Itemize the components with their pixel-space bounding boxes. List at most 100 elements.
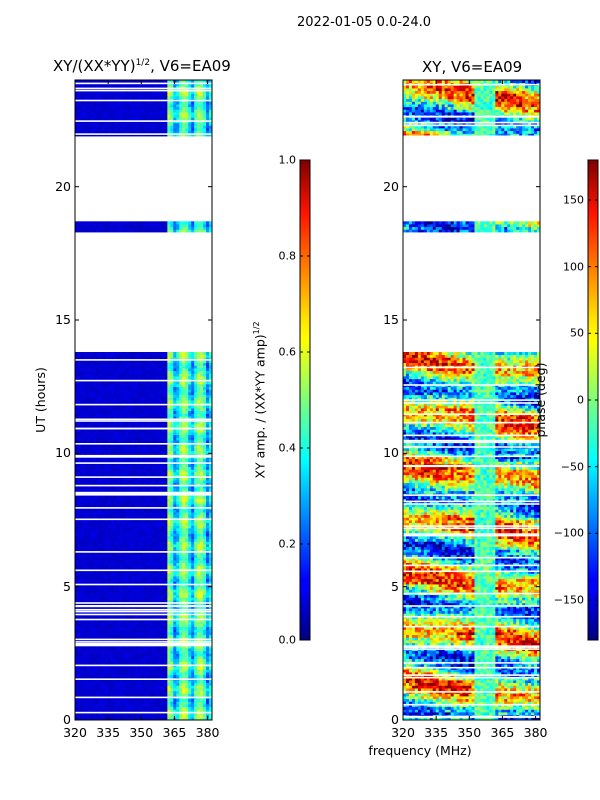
amplitude-heatmap-cell — [209, 666, 212, 670]
amplitude-heatmap-cell — [119, 482, 124, 486]
amplitude-heatmap-cell — [182, 626, 186, 630]
amplitude-heatmap-cell — [137, 589, 141, 593]
amplitude-heatmap-cell — [125, 432, 130, 436]
amplitude-heatmap-cell — [185, 488, 189, 492]
amplitude-heatmap-cell — [113, 472, 118, 476]
amplitude-heatmap-cell — [110, 586, 115, 590]
amplitude-heatmap-cell — [182, 602, 186, 606]
amplitude-heatmap-cell — [176, 602, 180, 606]
amplitude-heatmap-cell — [164, 626, 168, 630]
amplitude-heatmap-cell — [95, 498, 100, 502]
amplitude-heatmap-cell — [149, 690, 153, 694]
amplitude-heatmap-cell — [167, 522, 171, 526]
amplitude-heatmap-cell — [80, 474, 85, 478]
amplitude-heatmap-cell — [167, 509, 171, 513]
amplitude-heatmap-cell — [194, 560, 198, 564]
amplitude-heatmap-cell — [128, 512, 132, 516]
amplitude-heatmap-cell — [116, 530, 121, 534]
amplitude-heatmap-cell — [143, 597, 147, 601]
amplitude-heatmap-cell — [92, 514, 97, 518]
amplitude-heatmap-cell — [89, 448, 94, 452]
amplitude-heatmap-cell — [191, 552, 195, 556]
amplitude-heatmap-cell — [203, 624, 207, 628]
amplitude-heatmap-cell — [152, 485, 156, 489]
amplitude-heatmap-cell — [152, 581, 156, 585]
amplitude-heatmap-cell — [77, 672, 82, 676]
amplitude-heatmap-cell — [95, 666, 100, 670]
amplitude-heatmap-cell — [176, 597, 180, 601]
amplitude-heatmap-cell — [122, 541, 127, 545]
amplitude-heatmap-cell — [128, 594, 132, 598]
amplitude-heatmap-cell — [116, 712, 121, 716]
amplitude-heatmap-cell — [101, 482, 106, 486]
amplitude-heatmap-cell — [158, 661, 162, 665]
amplitude-heatmap-cell — [98, 626, 103, 630]
amplitude-heatmap-cell — [173, 437, 177, 441]
amplitude-heatmap-cell — [197, 581, 201, 585]
amplitude-heatmap-cell — [116, 565, 121, 569]
amplitude-heatmap-cell — [101, 514, 106, 518]
amplitude-heatmap-cell — [155, 546, 159, 550]
amplitude-heatmap-cell — [122, 520, 127, 524]
amplitude-heatmap-cell — [101, 440, 106, 444]
amplitude-heatmap-cell — [155, 560, 159, 564]
amplitude-heatmap-cell — [146, 650, 150, 654]
amplitude-heatmap-cell — [209, 554, 212, 558]
amplitude-heatmap-cell — [89, 701, 94, 705]
amplitude-heatmap-cell — [104, 546, 109, 550]
amplitude-heatmap-cell — [75, 693, 79, 697]
amplitude-heatmap-cell — [155, 445, 159, 449]
amplitude-heatmap-cell — [75, 437, 79, 441]
amplitude-heatmap-cell — [164, 658, 168, 662]
amplitude-heatmap-cell — [77, 474, 82, 478]
amplitude-heatmap-cell — [143, 453, 147, 457]
amplitude-heatmap-cell — [200, 514, 204, 518]
amplitude-heatmap-cell — [179, 704, 183, 708]
amplitude-heatmap-cell — [131, 488, 135, 492]
amplitude-heatmap-cell — [98, 557, 103, 561]
amplitude-heatmap-cell — [80, 653, 85, 657]
amplitude-heatmap-cell — [122, 496, 127, 500]
amplitude-heatmap-cell — [89, 685, 94, 689]
amplitude-heatmap-cell — [158, 450, 162, 454]
amplitude-heatmap-cell — [170, 464, 174, 468]
amplitude-heatmap-cell — [200, 482, 204, 486]
amplitude-heatmap-cell — [92, 688, 97, 692]
amplitude-heatmap-cell — [125, 514, 130, 518]
amplitude-heatmap-cell — [107, 472, 112, 476]
amplitude-heatmap-cell — [107, 562, 112, 566]
amplitude-heatmap-cell — [161, 602, 165, 606]
amplitude-heatmap-cell — [161, 685, 165, 689]
amplitude-heatmap-cell — [101, 592, 106, 596]
amplitude-heatmap-cell — [206, 530, 210, 534]
amplitude-heatmap-cell — [149, 706, 153, 710]
amplitude-heatmap-cell — [131, 552, 135, 556]
amplitude-heatmap-cell — [164, 629, 168, 633]
amplitude-heatmap-cell — [185, 496, 189, 500]
amplitude-heatmap-cell — [188, 709, 192, 713]
amplitude-heatmap-cell — [179, 690, 183, 694]
amplitude-heatmap-cell — [149, 712, 153, 716]
amplitude-heatmap-cell — [152, 570, 156, 574]
amplitude-heatmap-cell — [89, 645, 94, 649]
amplitude-heatmap-cell — [203, 437, 207, 441]
amplitude-heatmap-cell — [170, 682, 174, 686]
amplitude-heatmap-cell — [152, 541, 156, 545]
amplitude-heatmap-cell — [197, 570, 201, 574]
amplitude-heatmap-cell — [86, 533, 91, 537]
amplitude-heatmap-cell — [176, 432, 180, 436]
amplitude-heatmap-cell — [170, 533, 174, 537]
amplitude-heatmap-cell — [131, 592, 135, 596]
amplitude-heatmap-cell — [77, 562, 82, 566]
amplitude-heatmap-cell — [191, 578, 195, 582]
amplitude-heatmap-cell — [86, 538, 91, 542]
amplitude-heatmap-cell — [113, 576, 118, 580]
amplitude-heatmap-cell — [77, 594, 82, 598]
amplitude-heatmap-cell — [92, 445, 97, 449]
amplitude-heatmap-cell — [188, 466, 192, 470]
amplitude-heatmap-cell — [200, 450, 204, 454]
amplitude-heatmap-cell — [80, 669, 85, 673]
amplitude-heatmap-cell — [125, 698, 130, 702]
amplitude-heatmap-cell — [143, 544, 147, 548]
amplitude-heatmap-cell — [86, 434, 91, 438]
